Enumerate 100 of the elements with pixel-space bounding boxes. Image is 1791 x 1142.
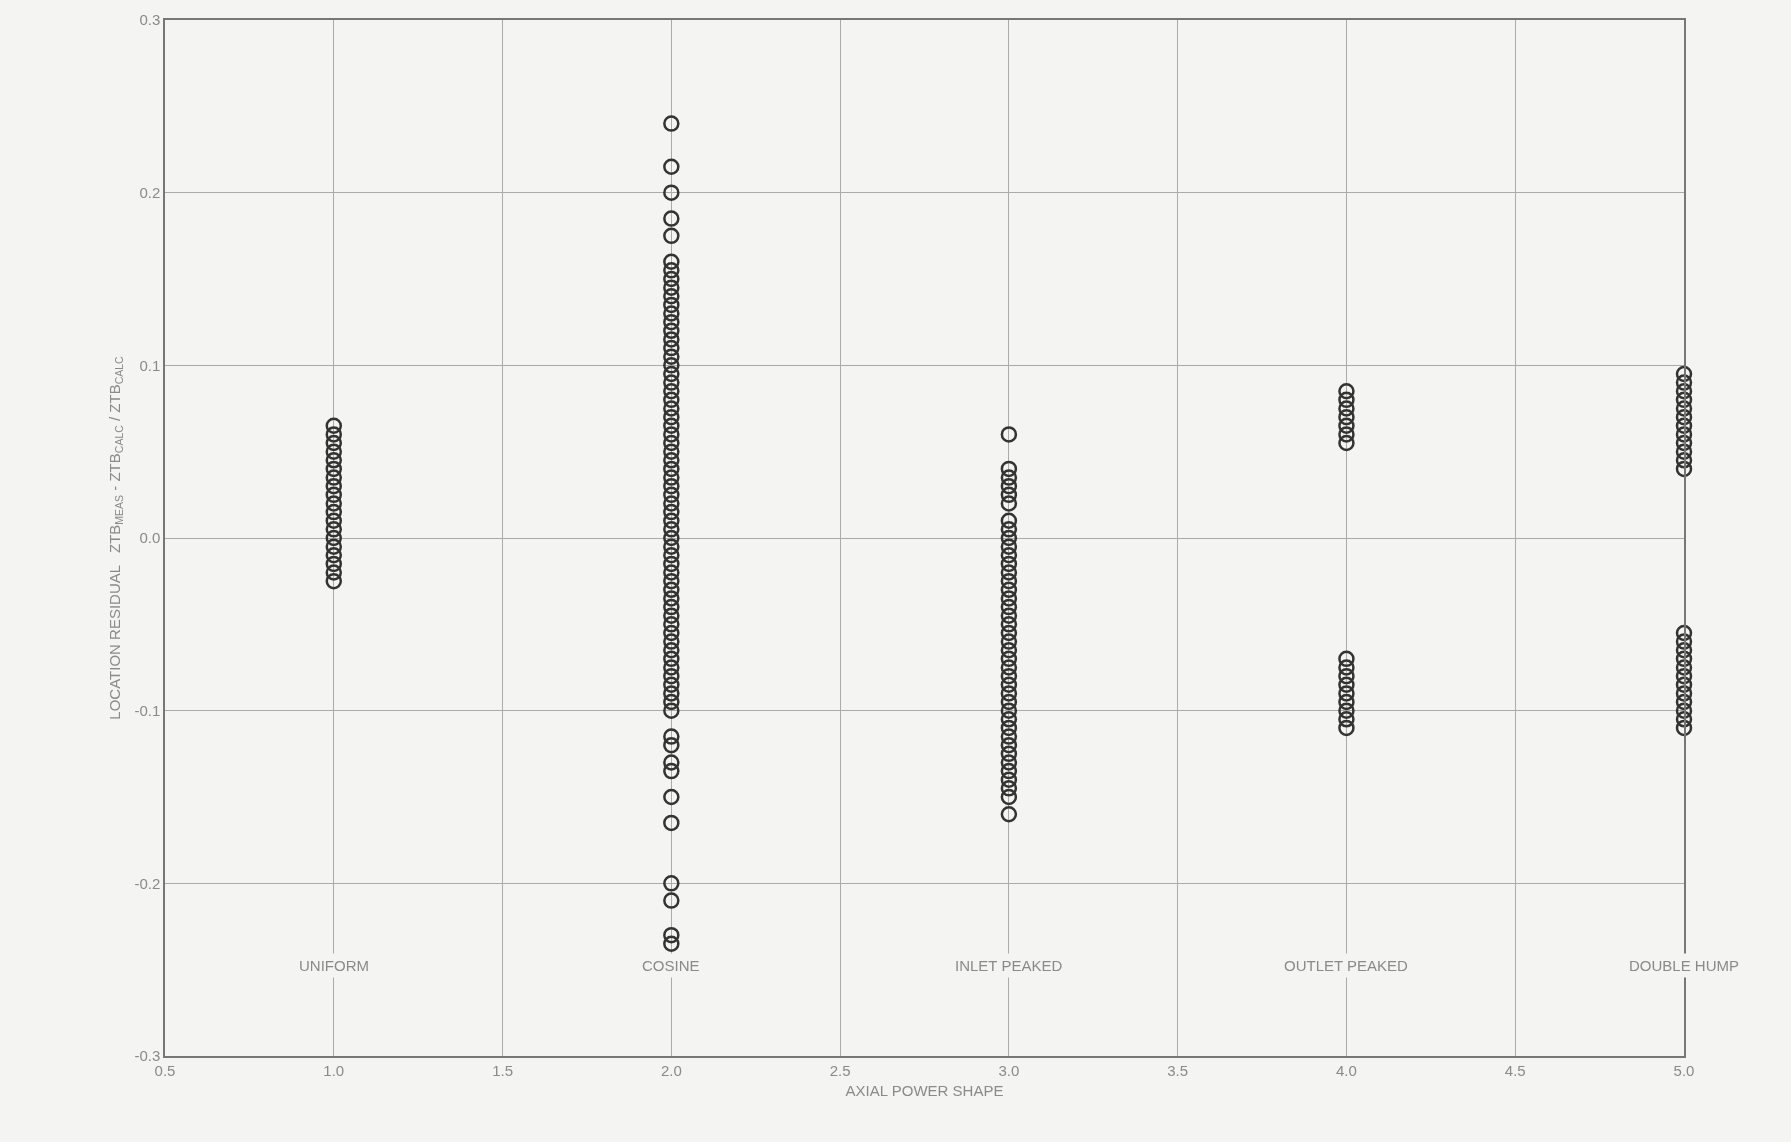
point	[1675, 711, 1693, 728]
point	[1000, 659, 1018, 676]
point	[1675, 452, 1693, 469]
point	[1000, 685, 1018, 702]
point	[1000, 512, 1018, 529]
point	[1675, 650, 1693, 668]
point	[1000, 469, 1018, 486]
y-tick-label: 0.0	[139, 529, 161, 547]
y-tick-label: 0.3	[139, 11, 161, 29]
point	[1000, 564, 1018, 581]
point	[1000, 806, 1018, 823]
point	[325, 555, 343, 573]
point	[1000, 780, 1018, 797]
point	[1675, 693, 1693, 711]
annotation: INLET PEAKED	[955, 957, 1063, 974]
point	[325, 426, 343, 443]
x-tick-label: 4.5	[1504, 1061, 1526, 1079]
point	[1338, 434, 1355, 452]
point	[1338, 382, 1355, 400]
point	[1675, 719, 1693, 737]
point	[1000, 633, 1018, 650]
point	[325, 486, 343, 504]
point	[1000, 667, 1018, 685]
point	[1675, 400, 1693, 417]
point	[1338, 400, 1355, 417]
point	[325, 434, 343, 452]
annotation: OUTLET PEAKED	[1284, 957, 1409, 974]
point	[325, 564, 343, 581]
point	[1000, 547, 1018, 564]
point	[1338, 702, 1355, 719]
point	[1675, 434, 1693, 452]
point	[325, 572, 343, 590]
point	[1000, 693, 1018, 711]
point	[1000, 762, 1018, 780]
x-tick-label: 2.5	[829, 1061, 851, 1079]
point	[1675, 443, 1693, 460]
point	[1675, 417, 1693, 435]
point	[1000, 641, 1018, 659]
point	[1675, 426, 1693, 443]
point	[1338, 417, 1355, 435]
point	[325, 521, 343, 538]
point	[1000, 702, 1018, 719]
annotation: DOUBLE HUMP	[1629, 957, 1740, 974]
point	[1675, 702, 1693, 719]
point	[1000, 754, 1018, 771]
point	[325, 512, 343, 529]
point	[1000, 650, 1018, 668]
point	[1000, 745, 1018, 763]
point	[1675, 659, 1693, 676]
point	[1000, 598, 1018, 616]
point	[1675, 641, 1693, 659]
point	[1675, 365, 1693, 383]
point	[325, 417, 343, 435]
point	[1338, 711, 1355, 728]
point	[1675, 633, 1693, 650]
point	[1000, 426, 1018, 443]
point	[1675, 374, 1693, 391]
point	[1675, 460, 1693, 478]
point	[1000, 728, 1018, 745]
point	[325, 469, 343, 486]
point	[325, 503, 343, 521]
point	[1338, 650, 1355, 668]
point	[1000, 495, 1018, 512]
x-tick-label: 3.0	[998, 1061, 1020, 1079]
x-tick-label: 1.0	[323, 1061, 345, 1079]
point	[1000, 477, 1018, 495]
point	[1000, 590, 1018, 607]
point	[1000, 719, 1018, 737]
y-tick-label: 0.2	[139, 183, 161, 201]
point	[325, 495, 343, 512]
point	[1000, 538, 1018, 555]
point	[325, 460, 343, 478]
point	[1000, 486, 1018, 504]
point	[1000, 788, 1018, 806]
x-tick-label: 2.0	[660, 1061, 682, 1079]
point	[1000, 711, 1018, 728]
point	[1000, 624, 1018, 642]
point	[1338, 391, 1355, 409]
y-tick-label: 0.1	[139, 356, 161, 374]
point	[1000, 555, 1018, 573]
point	[1000, 581, 1018, 599]
x-tick-label: 5.0	[1673, 1061, 1695, 1079]
point	[1675, 685, 1693, 702]
point	[1000, 521, 1018, 538]
point	[1675, 624, 1693, 642]
point	[1000, 529, 1018, 547]
point	[1000, 771, 1018, 788]
point	[1000, 676, 1018, 694]
point	[1675, 391, 1693, 409]
point	[325, 547, 343, 564]
point	[1338, 667, 1355, 685]
point	[1000, 460, 1018, 478]
point	[325, 538, 343, 555]
x-tick-label: 1.5	[492, 1061, 513, 1079]
point	[325, 529, 343, 547]
point	[1675, 676, 1693, 694]
point	[1000, 736, 1018, 754]
annotation: UNIFORM	[299, 957, 369, 974]
point	[1000, 572, 1018, 590]
point	[325, 452, 343, 469]
